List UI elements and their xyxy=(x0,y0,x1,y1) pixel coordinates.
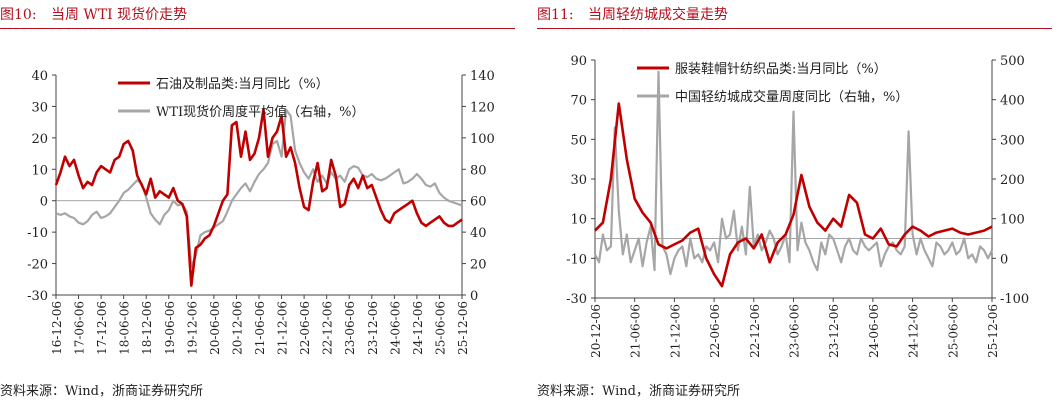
figure-number: 图10: xyxy=(0,7,37,23)
figure-title-text: 当周轻纺城成交量走势 xyxy=(587,7,728,23)
y-right-tick-label: 140 xyxy=(470,69,495,84)
x-tick-label: 17-12-06 xyxy=(95,301,109,355)
x-tick-label: 25-06-06 xyxy=(946,304,960,358)
x-tick-label: 24-06-06 xyxy=(388,301,402,355)
x-tick-label: 22-06-06 xyxy=(708,304,722,358)
y-right-tick-label: 40 xyxy=(470,226,487,241)
y-right-tick-label: 300 xyxy=(1000,133,1025,148)
legend-label: 中国轻纺城成交量周度同比（右轴，%） xyxy=(675,89,908,105)
y-right-tick-label: 200 xyxy=(1000,173,1025,188)
chart-textile: -30 -10 10 30 50 70 90 -100 0 100 200 300 400 500 20-1… xyxy=(566,54,1029,358)
y-left-tick-label: 20 xyxy=(31,132,48,147)
left-panel: 图10: 当周 WTI 现货价走势 -30 -20 -10 0 10 20 30 40 0 20 4… xyxy=(0,0,520,403)
chart-wti: -30 -20 -10 0 10 20 30 40 0 20 40 60 80 100 120 140 16-1… xyxy=(27,69,495,355)
y-left-tick-label: -10 xyxy=(566,252,587,267)
y-right-tick-label: 0 xyxy=(1000,252,1008,267)
x-tick-label: 24-12-06 xyxy=(411,301,425,355)
y-left-tick-label: -20 xyxy=(27,258,48,273)
series-line-grey xyxy=(594,70,993,276)
y-right-tick-label: 80 xyxy=(470,163,487,178)
x-tick-label: 22-12-06 xyxy=(748,304,762,358)
x-tick-label: 18-06-06 xyxy=(118,301,132,355)
x-tick-label: 19-12-06 xyxy=(185,301,199,355)
y-right-tick-label: 20 xyxy=(470,258,487,273)
x-tick-label: 24-12-06 xyxy=(907,304,921,358)
series-line-red xyxy=(594,102,993,288)
x-tick-label: 21-06-06 xyxy=(253,301,267,355)
y-right-tick-label: 100 xyxy=(1000,213,1025,228)
y-left-tick-label: 90 xyxy=(570,54,587,69)
title-rule xyxy=(537,28,1052,29)
y-left-tick-label: 40 xyxy=(31,69,48,84)
y-left-tick-label: 30 xyxy=(31,100,48,115)
y-right-tick-label: 0 xyxy=(470,289,478,304)
title-rule xyxy=(0,28,515,29)
legend-label: 石油及制品类:当月同比（%） xyxy=(156,77,329,92)
series-line-grey xyxy=(55,108,463,268)
y-right-tick-label: -100 xyxy=(1000,292,1029,307)
y-left-tick-label: 50 xyxy=(570,133,587,148)
x-tick-label: 24-06-06 xyxy=(867,304,881,358)
right-panel: 图11: 当周轻纺城成交量走势 -30 -10 10 30 50 70 90 -100 0 100… xyxy=(537,0,1057,403)
source-note: 资料来源：Wind，浙商证券研究所 xyxy=(0,384,203,399)
y-left-tick-label: 30 xyxy=(570,173,587,188)
figure-title: 图11: 当周轻纺城成交量走势 xyxy=(537,4,738,24)
y-right-tick-label: 60 xyxy=(470,195,487,210)
x-tick-label: 23-06-06 xyxy=(788,304,802,358)
x-tick-label: 17-06-06 xyxy=(73,301,87,355)
x-tick-label: 25-12-06 xyxy=(986,304,1000,358)
figure-title: 图10: 当周 WTI 现货价走势 xyxy=(0,4,197,24)
legend-label: 服装鞋帽针纺织品类:当月同比（%） xyxy=(675,61,887,77)
y-left-tick-label: 10 xyxy=(31,163,48,178)
x-tick-label: 23-06-06 xyxy=(343,301,357,355)
x-tick-label: 22-12-06 xyxy=(321,301,335,355)
figure-number: 图11: xyxy=(537,7,574,23)
series-line-red xyxy=(54,108,463,287)
x-tick-label: 20-12-06 xyxy=(589,304,603,358)
x-tick-label: 21-12-06 xyxy=(668,304,682,358)
y-left-tick-label: 10 xyxy=(570,213,587,228)
x-tick-label: 23-12-06 xyxy=(827,304,841,358)
y-left-tick-label: -30 xyxy=(566,292,587,307)
y-left-tick-label: -30 xyxy=(27,289,48,304)
y-left-tick-label: 0 xyxy=(40,195,48,210)
source-note: 资料来源：Wind，浙商证券研究所 xyxy=(537,384,740,399)
x-tick-label: 16-12-06 xyxy=(50,301,64,355)
x-tick-label: 23-12-06 xyxy=(366,301,380,355)
x-tick-label: 25-12-06 xyxy=(456,301,470,355)
y-right-tick-label: 400 xyxy=(1000,94,1025,109)
y-right-tick-label: 120 xyxy=(470,100,495,115)
y-right-tick-label: 500 xyxy=(1000,54,1025,69)
y-left-tick-label: -10 xyxy=(27,226,48,241)
x-tick-label: 22-06-06 xyxy=(298,301,312,355)
figure-title-text: 当周 WTI 现货价走势 xyxy=(50,7,188,23)
x-tick-label: 20-12-06 xyxy=(230,301,244,355)
x-tick-label: 20-06-06 xyxy=(208,301,222,355)
x-tick-label: 21-12-06 xyxy=(276,301,290,355)
y-left-tick-label: 70 xyxy=(570,94,587,109)
x-tick-label: 19-06-06 xyxy=(163,301,177,355)
x-tick-label: 21-06-06 xyxy=(629,304,643,358)
y-right-tick-label: 100 xyxy=(470,132,495,147)
x-tick-label: 25-06-06 xyxy=(433,301,447,355)
legend-label: WTI现货价周度平均值（右轴，%） xyxy=(156,104,365,120)
x-tick-label: 18-12-06 xyxy=(140,301,154,355)
